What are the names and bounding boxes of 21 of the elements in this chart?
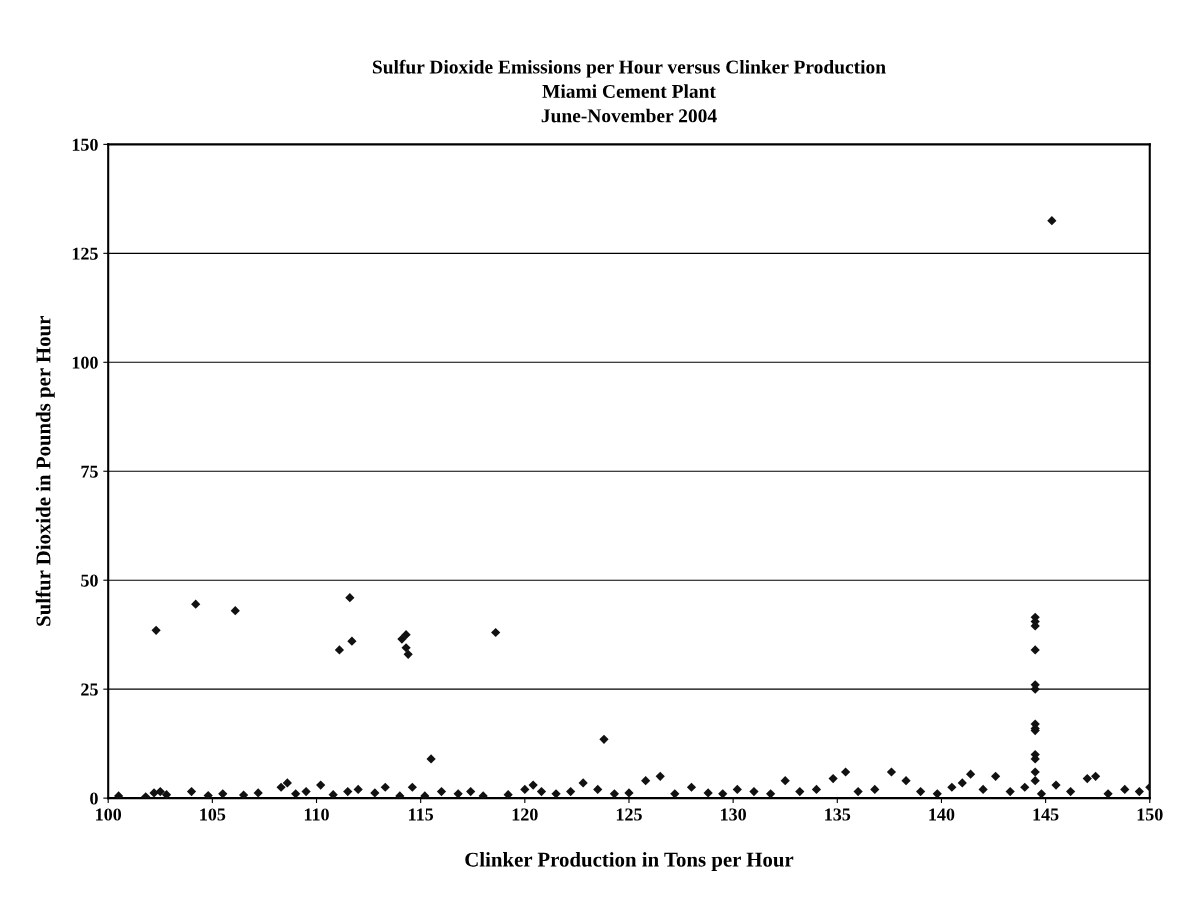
x-tick-label: 120 (512, 808, 538, 821)
y-tick-label: 50 (81, 574, 98, 587)
y-tick-label: 100 (72, 356, 98, 369)
x-axis-title: Clinker Production in Tons per Hour (465, 852, 794, 871)
x-tick-label: 100 (96, 808, 122, 821)
y-tick-label: 75 (81, 465, 98, 478)
x-tick-label: 130 (721, 808, 746, 821)
x-tick-label: 135 (825, 808, 851, 821)
y-axis-title: Sulfur Dioxide in Pounds per Hour (35, 316, 55, 626)
x-tick-label: 150 (1137, 808, 1163, 821)
x-tick-label: 125 (616, 808, 642, 821)
y-tick-label: 125 (72, 247, 98, 260)
x-tick-label: 110 (304, 808, 329, 821)
x-tick-label: 140 (929, 808, 955, 821)
y-tick-label: 25 (81, 683, 98, 696)
x-tick-label: 105 (200, 808, 226, 821)
x-tick-label: 115 (409, 808, 434, 821)
chart-title: Sulfur Dioxide Emissions per Hour versus Clinker Production Miami Cement Plant June-November 2004 (372, 59, 886, 123)
x-tick-label: 145 (1033, 808, 1059, 821)
y-tick-label: 150 (72, 138, 98, 151)
y-tick-label: 0 (90, 792, 98, 805)
